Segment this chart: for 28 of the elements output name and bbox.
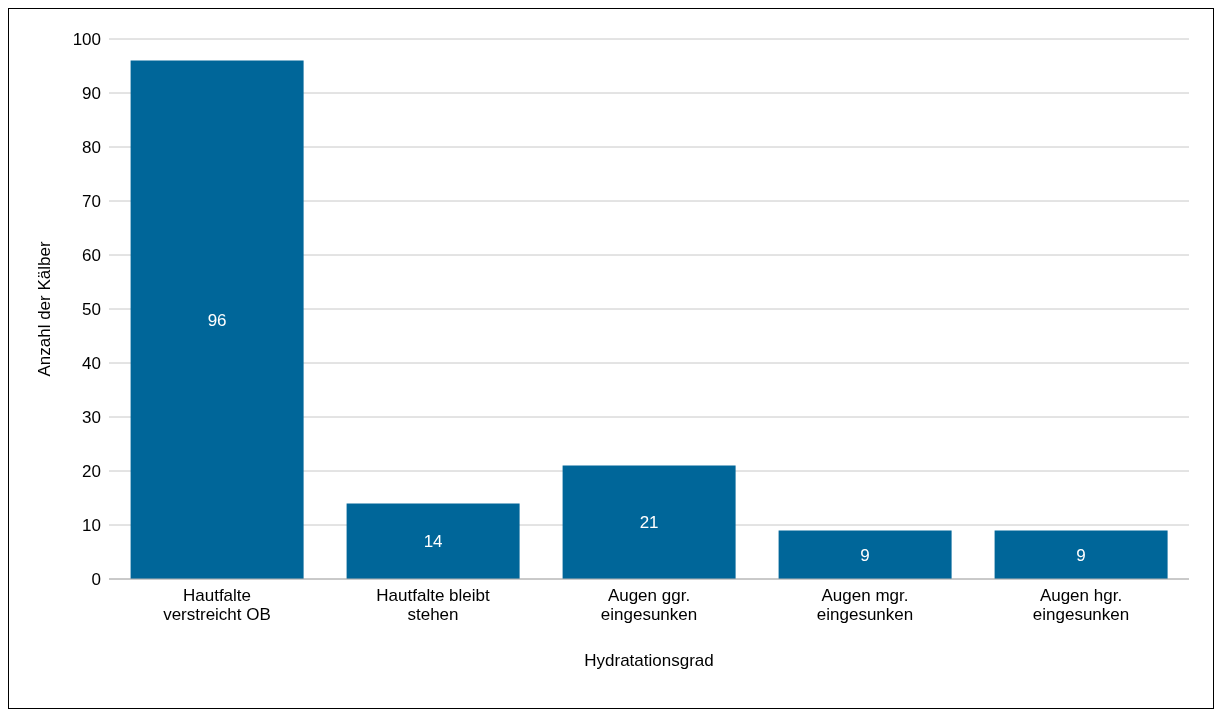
y-tick-label: 40 bbox=[82, 354, 101, 374]
y-tick-label: 80 bbox=[82, 138, 101, 158]
x-tick-label: Hautfalte verstreicht OB bbox=[163, 586, 271, 624]
y-tick-label: 10 bbox=[82, 516, 101, 536]
bar bbox=[994, 530, 1168, 579]
y-tick-label: 100 bbox=[72, 30, 101, 50]
y-axis-title: Anzahl der Kälber bbox=[35, 241, 55, 377]
x-tick-label: Augen ggr. eingesunken bbox=[600, 586, 698, 624]
x-tick-label: Augen mgr. eingesunken bbox=[816, 586, 914, 624]
data-label: 14 bbox=[423, 532, 443, 552]
data-label: 9 bbox=[1076, 545, 1086, 565]
y-tick-label: 90 bbox=[82, 84, 101, 104]
bar bbox=[130, 60, 304, 579]
data-label: 96 bbox=[207, 310, 227, 330]
x-tick-label: Augen hgr. eingesunken bbox=[1032, 586, 1130, 624]
y-tick-label: 20 bbox=[82, 462, 101, 482]
x-axis-title: Hydratationsgrad bbox=[584, 651, 714, 670]
y-tick-label: 0 bbox=[91, 570, 101, 590]
bar bbox=[346, 503, 520, 579]
data-label: 21 bbox=[639, 513, 659, 533]
data-label: 9 bbox=[860, 545, 870, 565]
y-tick-label: 30 bbox=[82, 408, 101, 428]
bar bbox=[562, 465, 736, 579]
y-tick-label: 70 bbox=[82, 192, 101, 212]
y-tick-label: 60 bbox=[82, 246, 101, 266]
y-tick-label: 50 bbox=[82, 300, 101, 320]
x-tick-label: Hautfalte bleibt stehen bbox=[376, 586, 490, 624]
bar bbox=[778, 530, 952, 579]
